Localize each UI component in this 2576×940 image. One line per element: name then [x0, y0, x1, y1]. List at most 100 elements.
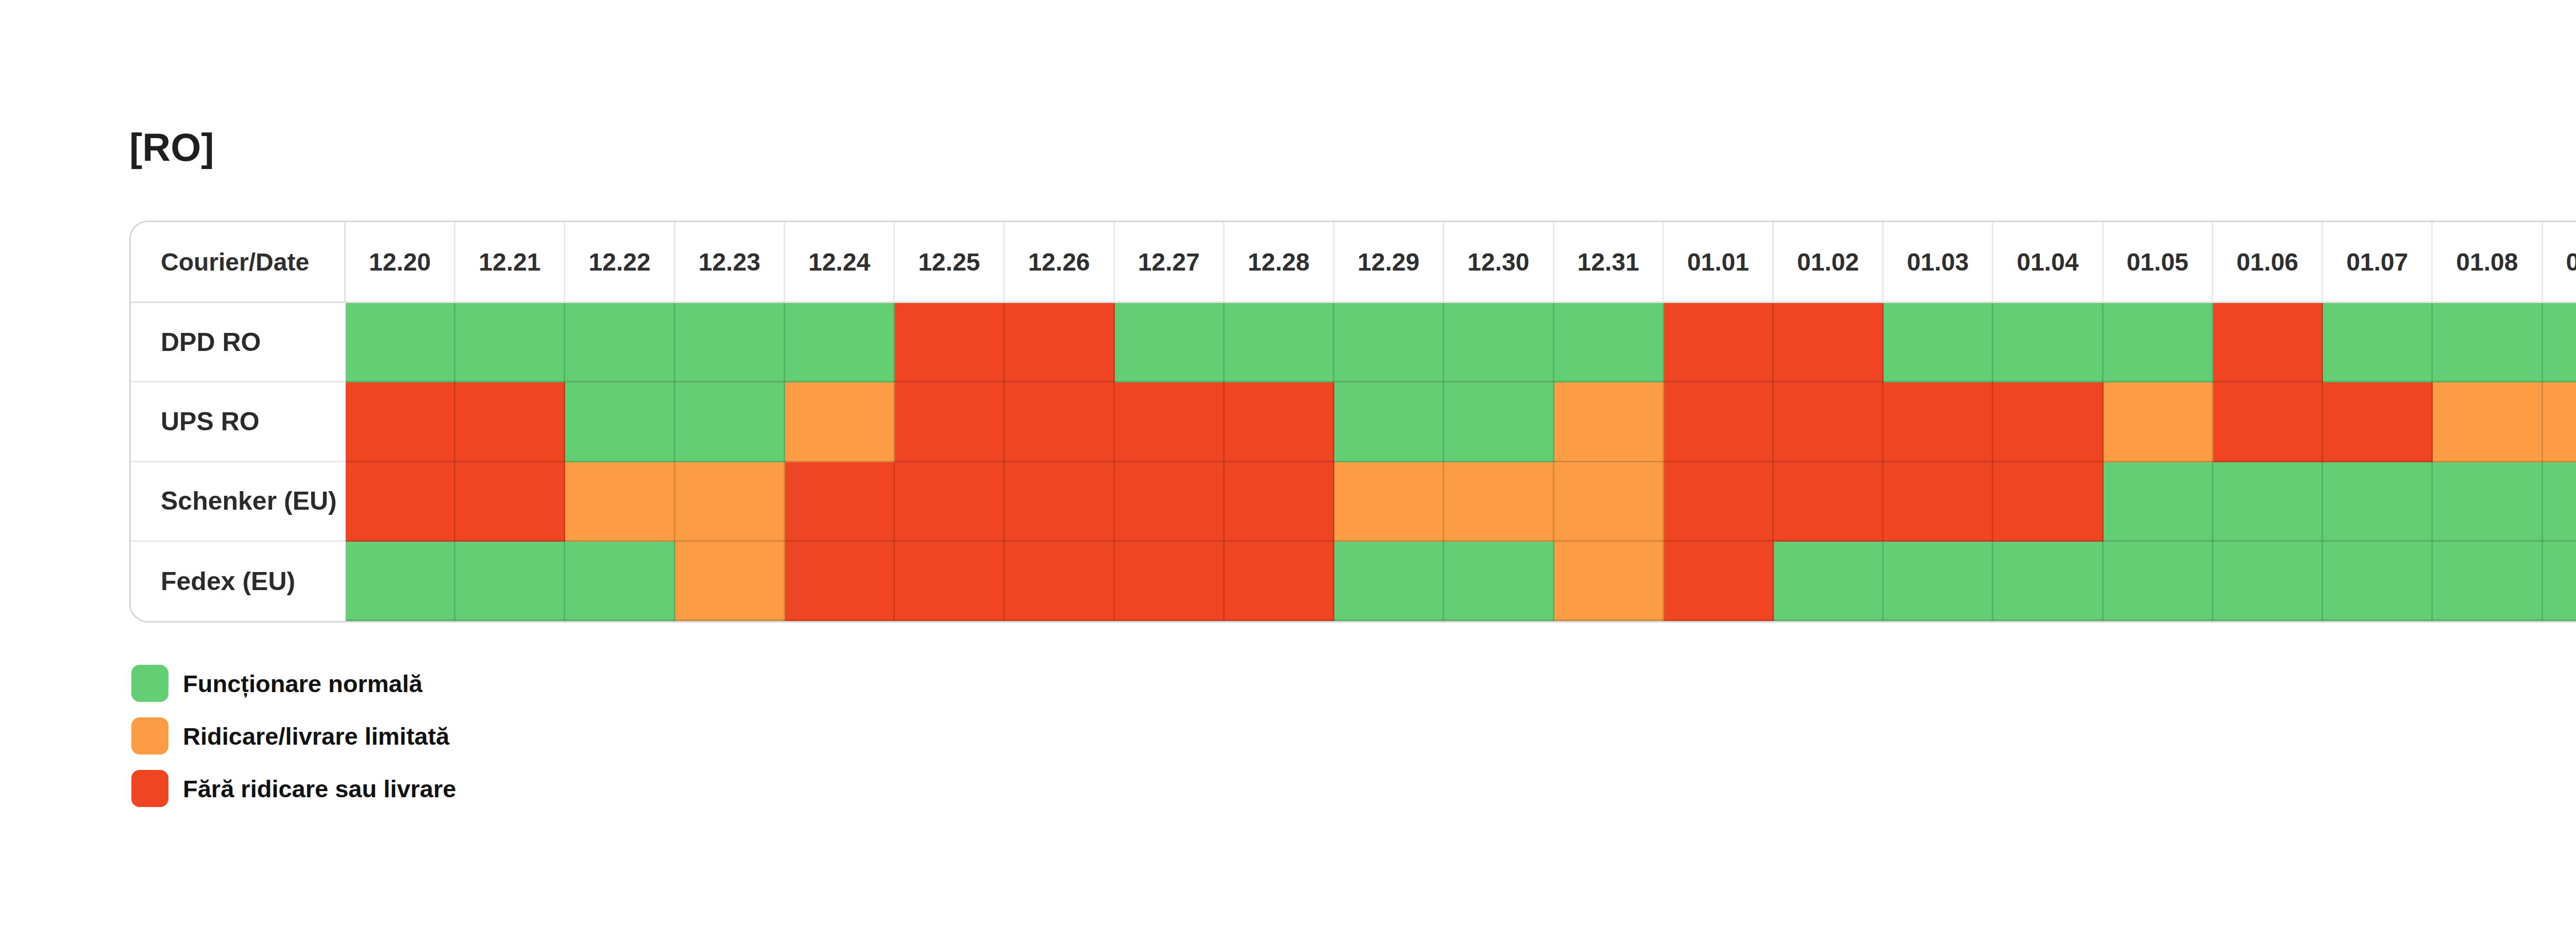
- date-header: 01.07: [2323, 222, 2433, 303]
- date-header: 12.23: [675, 222, 785, 303]
- status-cell-normal: [565, 542, 675, 621]
- status-cell-none: [1774, 303, 1884, 382]
- date-header: 12.20: [346, 222, 455, 303]
- status-cell-none: [346, 382, 455, 462]
- status-cell-normal: [1444, 542, 1554, 621]
- status-cell-normal: [346, 303, 455, 382]
- status-cell-limited: [675, 542, 785, 621]
- legend-label: Fără ridicare sau livrare: [183, 775, 456, 803]
- status-cell-normal: [346, 542, 455, 621]
- status-cell-none: [1774, 382, 1884, 462]
- status-cell-limited: [675, 462, 785, 542]
- status-cell-normal: [2433, 303, 2543, 382]
- status-cell-normal: [1115, 303, 1225, 382]
- status-cell-normal: [2543, 303, 2576, 382]
- status-cell-none: [1115, 462, 1225, 542]
- status-cell-none: [1664, 382, 1774, 462]
- status-cell-normal: [1225, 303, 1334, 382]
- status-cell-normal: [2104, 462, 2213, 542]
- legend-swatch-normal: [131, 665, 168, 702]
- status-cell-normal: [455, 542, 565, 621]
- status-cell-normal: [2543, 542, 2576, 621]
- status-cell-normal: [675, 382, 785, 462]
- status-cell-normal: [2323, 462, 2433, 542]
- status-cell-normal: [2543, 462, 2576, 542]
- date-header: 12.26: [1005, 222, 1114, 303]
- status-cell-none: [1115, 542, 1225, 621]
- date-header: 12.29: [1334, 222, 1444, 303]
- status-cell-limited: [1554, 382, 1664, 462]
- date-header: 01.09: [2543, 222, 2576, 303]
- status-cell-limited: [1554, 542, 1664, 621]
- status-cell-none: [1884, 462, 1993, 542]
- status-cell-normal: [785, 303, 895, 382]
- status-cell-normal: [1334, 303, 1444, 382]
- legend-item: Ridicare/livrare limitată: [131, 717, 2576, 754]
- date-header: 12.24: [785, 222, 895, 303]
- date-header: 01.05: [2104, 222, 2213, 303]
- status-cell-normal: [1334, 542, 1444, 621]
- status-cell-none: [2323, 382, 2433, 462]
- status-cell-limited: [785, 382, 895, 462]
- status-cell-normal: [565, 303, 675, 382]
- status-cell-none: [2213, 303, 2323, 382]
- status-cell-normal: [2213, 462, 2323, 542]
- status-cell-normal: [1554, 303, 1664, 382]
- status-cell-none: [1225, 382, 1334, 462]
- status-cell-none: [895, 542, 1005, 621]
- date-header: 12.25: [895, 222, 1005, 303]
- status-cell-none: [1664, 462, 1774, 542]
- status-cell-normal: [2213, 542, 2323, 621]
- status-cell-limited: [1334, 462, 1444, 542]
- status-cell-none: [895, 382, 1005, 462]
- date-header: 01.08: [2433, 222, 2543, 303]
- courier-label: Fedex (EU): [131, 542, 346, 621]
- status-cell-normal: [455, 303, 565, 382]
- status-table: Courier/Date 12.2012.2112.2212.2312.2412…: [129, 221, 2576, 623]
- status-cell-none: [346, 462, 455, 542]
- date-header: 12.21: [455, 222, 565, 303]
- status-cell-normal: [1444, 382, 1554, 462]
- status-cell-none: [1005, 462, 1114, 542]
- legend-item: Funcționare normală: [131, 665, 2576, 702]
- status-cell-limited: [1444, 462, 1554, 542]
- status-cell-none: [1115, 382, 1225, 462]
- status-cell-limited: [1554, 462, 1664, 542]
- status-cell-normal: [2433, 462, 2543, 542]
- legend-swatch-none: [131, 770, 168, 807]
- status-cell-normal: [2104, 303, 2213, 382]
- date-header: 01.01: [1664, 222, 1774, 303]
- status-cell-limited: [2104, 382, 2213, 462]
- courier-label: DPD RO: [131, 303, 346, 382]
- page-title: [RO]: [129, 128, 2576, 167]
- status-cell-none: [1664, 542, 1774, 621]
- status-cell-normal: [2104, 542, 2213, 621]
- date-header: 12.30: [1444, 222, 1554, 303]
- status-cell-normal: [1993, 303, 2103, 382]
- status-cell-none: [1225, 542, 1334, 621]
- legend-label: Ridicare/livrare limitată: [183, 722, 449, 750]
- status-cell-normal: [1993, 542, 2103, 621]
- status-cell-none: [785, 462, 895, 542]
- status-cell-none: [1005, 382, 1114, 462]
- courier-label: UPS RO: [131, 382, 346, 462]
- status-cell-normal: [1444, 303, 1554, 382]
- date-header: 12.27: [1115, 222, 1225, 303]
- status-cell-none: [1005, 303, 1114, 382]
- status-cell-none: [895, 462, 1005, 542]
- status-cell-none: [455, 462, 565, 542]
- status-cell-none: [1005, 542, 1114, 621]
- legend-swatch-limited: [131, 717, 168, 754]
- date-header: 12.22: [565, 222, 675, 303]
- courier-label: Schenker (EU): [131, 462, 346, 542]
- status-cell-limited: [565, 462, 675, 542]
- legend-label: Funcționare normală: [183, 669, 422, 698]
- corner-header: Courier/Date: [131, 222, 346, 303]
- status-cell-normal: [2323, 542, 2433, 621]
- status-cell-none: [2213, 382, 2323, 462]
- status-cell-normal: [1334, 382, 1444, 462]
- status-cell-none: [1993, 462, 2103, 542]
- status-cell-normal: [675, 303, 785, 382]
- status-cell-none: [1884, 382, 1993, 462]
- date-header: 12.28: [1225, 222, 1334, 303]
